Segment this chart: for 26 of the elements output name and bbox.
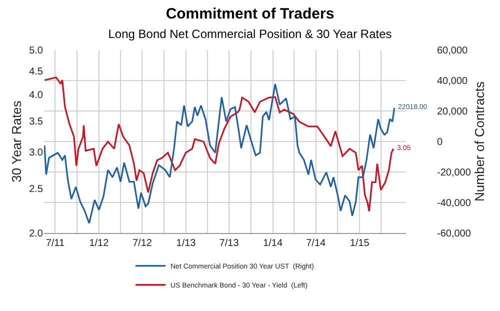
y-tick-label: 3.5	[29, 116, 44, 128]
x-tick-label: 7/13	[219, 238, 240, 249]
y2-tick-label: -40,000	[437, 198, 472, 209]
y-axis-title: 30 Year Rates	[9, 100, 24, 182]
y2-tick-label: -20,000	[437, 168, 472, 178]
y-tick-label: 2.0	[29, 228, 44, 240]
x-tick-label: 1/13	[176, 238, 196, 249]
y2-axis-title: Number of Contracts	[472, 81, 487, 202]
y-tick-label: 4.0	[29, 90, 44, 102]
y-tick-label: 5.0	[29, 46, 44, 56]
x-tick-label: 1/15	[350, 238, 370, 249]
x-tick-label: 7/11	[46, 238, 65, 249]
y2-tick-label: 20,000	[437, 106, 468, 118]
x-tick-label: 1/14	[263, 238, 283, 249]
y2-tick-label: -60,000	[437, 228, 472, 240]
x-tick-label: 7/12	[132, 238, 152, 249]
chart-title: Commitment of Traders	[166, 6, 334, 23]
y2-tick-label: 40,000	[437, 76, 468, 87]
chart-subtitle: Long Bond Net Commercial Position & 30 Year Rates	[108, 27, 392, 42]
y-tick-label: 3.0	[29, 148, 44, 159]
y-tick-label: 4.5	[29, 66, 44, 78]
x-tick-label: 1/12	[89, 238, 110, 249]
x-tick-label: 7/14	[306, 238, 326, 249]
y-tick-label: 2.5	[29, 184, 44, 195]
y2-tick-label: 60,000	[437, 46, 468, 56]
y2-tick-label: 0	[437, 137, 443, 148]
